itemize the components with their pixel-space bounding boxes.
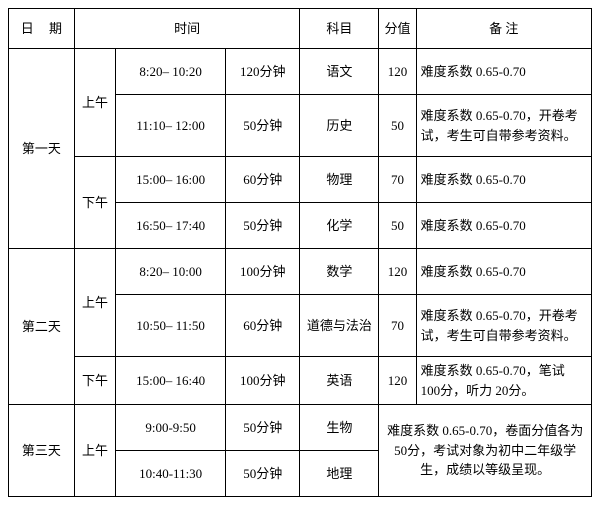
- header-note: 备 注: [416, 9, 591, 49]
- score-cell: 70: [379, 157, 416, 203]
- time-cell: 15:00– 16:40: [116, 357, 226, 405]
- score-cell: 50: [379, 203, 416, 249]
- header-date: 日 期: [9, 9, 75, 49]
- subject-cell: 化学: [300, 203, 379, 249]
- subject-cell: 历史: [300, 95, 379, 157]
- score-cell: 70: [379, 295, 416, 357]
- day-cell: 第二天: [9, 249, 75, 405]
- subject-cell: 语文: [300, 49, 379, 95]
- day-cell: 第一天: [9, 49, 75, 249]
- subject-cell: 物理: [300, 157, 379, 203]
- header-subject: 科目: [300, 9, 379, 49]
- subject-cell: 道德与法治: [300, 295, 379, 357]
- day-cell: 第三天: [9, 405, 75, 497]
- note-cell: 难度系数 0.65-0.70，开卷考试，考生可自带参考资料。: [416, 95, 591, 157]
- score-cell: 120: [379, 249, 416, 295]
- note-cell: 难度系数 0.65-0.70: [416, 157, 591, 203]
- score-cell: 50: [379, 95, 416, 157]
- note-cell: 难度系数 0.65-0.70: [416, 203, 591, 249]
- duration-cell: 50分钟: [225, 451, 300, 497]
- table-row: 下午 15:00– 16:00 60分钟 物理 70 难度系数 0.65-0.7…: [9, 157, 592, 203]
- time-cell: 15:00– 16:00: [116, 157, 226, 203]
- header-time: 时间: [74, 9, 300, 49]
- duration-cell: 100分钟: [225, 249, 300, 295]
- note-cell: 难度系数 0.65-0.70: [416, 49, 591, 95]
- table-row: 第三天 上午 9:00-9:50 50分钟 生物 难度系数 0.65-0.70，…: [9, 405, 592, 451]
- duration-cell: 50分钟: [225, 95, 300, 157]
- time-cell: 11:10– 12:00: [116, 95, 226, 157]
- table-row: 第二天 上午 8:20– 10:00 100分钟 数学 120 难度系数 0.6…: [9, 249, 592, 295]
- duration-cell: 60分钟: [225, 295, 300, 357]
- period-cell: 上午: [74, 49, 116, 157]
- note-cell: 难度系数 0.65-0.70，笔试 100分，听力 20分。: [416, 357, 591, 405]
- note-cell: 难度系数 0.65-0.70，开卷考试，考生可自带参考资料。: [416, 295, 591, 357]
- score-cell: 120: [379, 357, 416, 405]
- period-cell: 上午: [74, 249, 116, 357]
- subject-cell: 生物: [300, 405, 379, 451]
- period-cell: 上午: [74, 405, 116, 497]
- time-cell: 16:50– 17:40: [116, 203, 226, 249]
- time-cell: 8:20– 10:20: [116, 49, 226, 95]
- duration-cell: 120分钟: [225, 49, 300, 95]
- period-cell: 下午: [74, 357, 116, 405]
- table-row: 第一天 上午 8:20– 10:20 120分钟 语文 120 难度系数 0.6…: [9, 49, 592, 95]
- time-cell: 9:00-9:50: [116, 405, 226, 451]
- time-cell: 10:50– 11:50: [116, 295, 226, 357]
- subject-cell: 英语: [300, 357, 379, 405]
- score-cell: 120: [379, 49, 416, 95]
- duration-cell: 60分钟: [225, 157, 300, 203]
- duration-cell: 100分钟: [225, 357, 300, 405]
- duration-cell: 50分钟: [225, 203, 300, 249]
- time-cell: 8:20– 10:00: [116, 249, 226, 295]
- header-row: 日 期 时间 科目 分值 备 注: [9, 9, 592, 49]
- note-cell: 难度系数 0.65-0.70: [416, 249, 591, 295]
- duration-cell: 50分钟: [225, 405, 300, 451]
- time-cell: 10:40-11:30: [116, 451, 226, 497]
- table-row: 下午 15:00– 16:40 100分钟 英语 120 难度系数 0.65-0…: [9, 357, 592, 405]
- header-score: 分值: [379, 9, 416, 49]
- exam-schedule-table: 日 期 时间 科目 分值 备 注 第一天 上午 8:20– 10:20 120分…: [8, 8, 592, 497]
- subject-cell: 数学: [300, 249, 379, 295]
- note-cell: 难度系数 0.65-0.70，卷面分值各为 50分，考试对象为初中二年级学生，成…: [379, 405, 592, 497]
- subject-cell: 地理: [300, 451, 379, 497]
- period-cell: 下午: [74, 157, 116, 249]
